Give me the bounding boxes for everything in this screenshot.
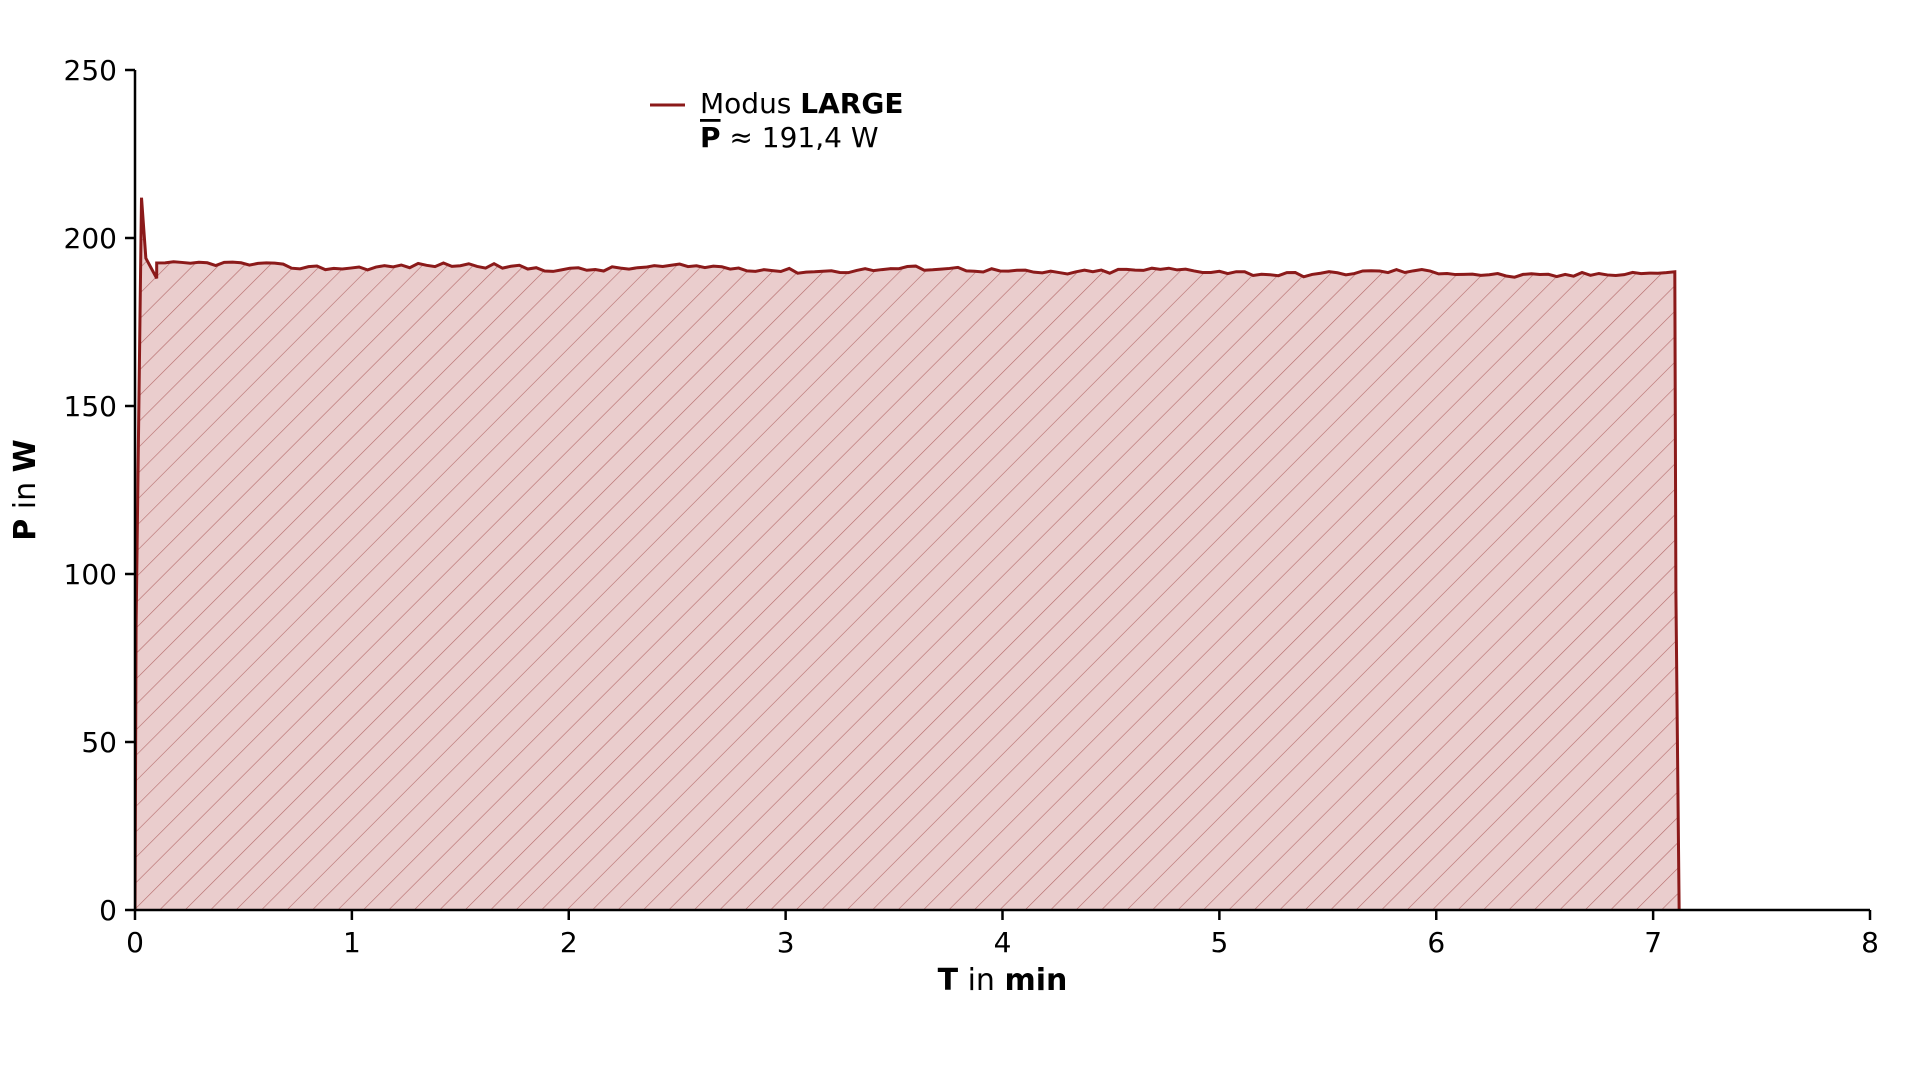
svg-text:Modus LARGE: Modus LARGE [700, 87, 903, 120]
svg-text:1: 1 [343, 926, 361, 959]
svg-text:200: 200 [64, 222, 117, 255]
power-chart: 0 1 2 3 4 5 6 7 8 0 50 100 150 200 250 T in min P in … [0, 0, 1920, 1080]
svg-text:100: 100 [64, 558, 117, 591]
svg-text:3: 3 [777, 926, 795, 959]
svg-text:250: 250 [64, 54, 117, 87]
x-axis-label: T in min [938, 963, 1068, 998]
svg-text:8: 8 [1861, 926, 1879, 959]
svg-text:0: 0 [99, 894, 117, 927]
svg-text:150: 150 [64, 390, 117, 423]
svg-text:7: 7 [1644, 926, 1662, 959]
svg-text:2: 2 [560, 926, 578, 959]
svg-text:50: 50 [81, 726, 117, 759]
svg-text:6: 6 [1427, 926, 1445, 959]
svg-text:P ≈ 191,4 W: P ≈ 191,4 W [700, 121, 879, 154]
svg-text:4: 4 [994, 926, 1012, 959]
svg-text:0: 0 [126, 926, 144, 959]
svg-text:5: 5 [1210, 926, 1228, 959]
legend: Modus LARGE P ≈ 191,4 W [650, 87, 903, 154]
y-axis-label: P in W [8, 439, 43, 541]
